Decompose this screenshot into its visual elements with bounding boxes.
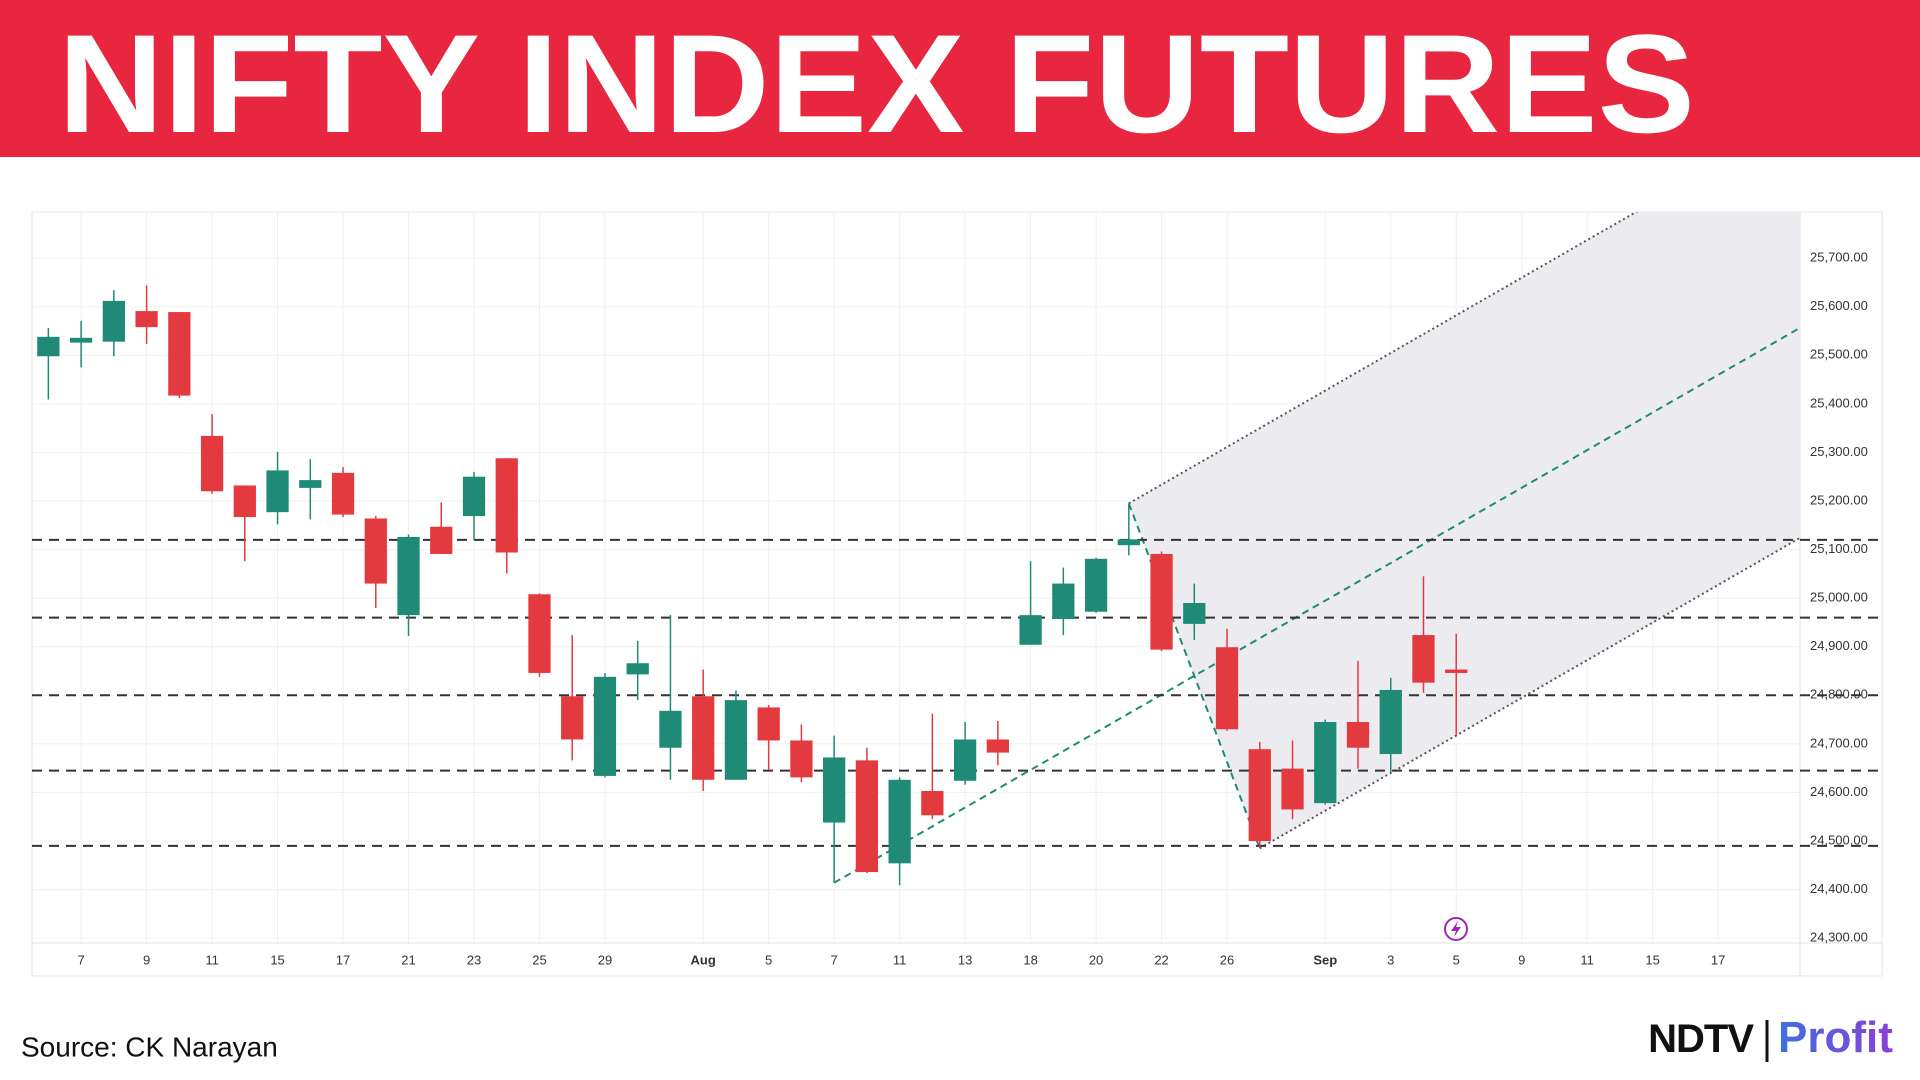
candle-body	[528, 594, 551, 673]
candle-body	[953, 739, 977, 781]
x-tick-label: 20	[1089, 952, 1103, 967]
logo-brand: NDTV	[1648, 1017, 1754, 1061]
header-title: NIFTY INDEX FUTURES	[58, 5, 1695, 162]
candle-body	[757, 707, 780, 741]
candle-body	[1150, 553, 1173, 650]
x-tick-label: 17	[1711, 952, 1725, 967]
candle-body	[37, 336, 60, 357]
candle-body	[561, 696, 584, 740]
source-note: Source: CK Narayan	[21, 1031, 278, 1062]
x-tick-label: 15	[1645, 952, 1659, 967]
y-tick-label: 25,300.00	[1810, 444, 1868, 459]
candle-body	[790, 740, 813, 778]
candle-body	[462, 476, 486, 517]
candle-body	[724, 700, 748, 780]
y-tick-label: 24,600.00	[1810, 784, 1868, 799]
candle-body	[1052, 583, 1075, 620]
candle-body	[1248, 749, 1271, 841]
x-tick-label: 23	[467, 952, 481, 967]
candle-body	[397, 536, 420, 616]
x-tick-label: 18	[1023, 952, 1037, 967]
y-tick-label: 24,300.00	[1810, 930, 1868, 945]
candle-body	[266, 470, 289, 513]
x-tick-label: 21	[401, 952, 415, 967]
candle-body	[692, 696, 715, 780]
y-tick-label: 24,500.00	[1810, 832, 1868, 847]
y-tick-label: 25,200.00	[1810, 492, 1868, 507]
candle-body	[1412, 635, 1435, 683]
x-tick-label: 13	[958, 952, 972, 967]
x-tick-label: 7	[77, 952, 84, 967]
candle-body	[888, 779, 911, 864]
y-tick-label: 24,800.00	[1810, 687, 1868, 702]
x-tick-label: 11	[205, 952, 219, 967]
candle-body	[986, 739, 1009, 753]
x-tick-label: 9	[1518, 952, 1525, 967]
candle-body	[855, 760, 879, 873]
x-tick-label: Aug	[691, 952, 716, 967]
candle-body	[364, 518, 387, 584]
y-tick-label: 25,000.00	[1810, 590, 1868, 605]
x-tick-label: Sep	[1313, 952, 1337, 967]
candle-body	[823, 757, 846, 823]
x-tick-label: 3	[1387, 952, 1394, 967]
candle-body	[430, 526, 453, 554]
candle-body	[626, 663, 649, 675]
candle-body	[299, 480, 322, 488]
candle-body	[659, 710, 682, 748]
header-bar	[0, 0, 1920, 157]
candle-body	[593, 676, 617, 776]
y-tick-label: 24,900.00	[1810, 638, 1868, 653]
candle-body	[1445, 669, 1468, 673]
x-tick-label: 29	[598, 952, 612, 967]
y-tick-label: 25,400.00	[1810, 395, 1868, 410]
x-tick-label: 5	[1453, 952, 1460, 967]
y-tick-label: 24,700.00	[1810, 735, 1868, 750]
x-tick-label: 11	[1580, 952, 1594, 967]
candle-body	[1215, 647, 1239, 730]
candle-body	[200, 435, 224, 492]
candle-body	[1314, 722, 1337, 804]
candle-body	[1379, 689, 1402, 755]
candle-body	[1346, 722, 1370, 748]
candles	[37, 285, 1468, 886]
y-tick-label: 25,100.00	[1810, 541, 1868, 556]
x-tick-label: 7	[831, 952, 838, 967]
candle-body	[1281, 768, 1304, 810]
x-tick-label: 15	[270, 952, 284, 967]
channel-fill	[1128, 212, 1800, 849]
y-tick-label: 25,600.00	[1810, 298, 1868, 313]
axis-labels: 24,300.00 24,400.00 24,500.00 24,600.00 24,7…	[77, 250, 1867, 968]
logo-product: Profit	[1778, 1013, 1893, 1062]
candle-body	[69, 337, 93, 343]
x-tick-label: 17	[336, 952, 350, 967]
candle-body	[102, 300, 125, 342]
candle-body	[1183, 603, 1206, 624]
y-tick-label: 25,700.00	[1810, 250, 1868, 265]
candle-body	[495, 458, 518, 553]
candle-body	[1117, 539, 1140, 546]
candle-body	[233, 485, 256, 518]
x-tick-label: 25	[532, 952, 546, 967]
candle-body	[135, 311, 158, 328]
candle-body	[331, 472, 355, 515]
x-tick-label: 26	[1220, 952, 1234, 967]
y-tick-label: 24,400.00	[1810, 881, 1868, 896]
lightning-icon	[1444, 917, 1468, 941]
channel-lower	[1259, 536, 1800, 850]
y-tick-label: 25,500.00	[1810, 347, 1868, 362]
candle-body	[1084, 558, 1108, 612]
candle-body	[168, 312, 191, 396]
x-tick-label: 22	[1154, 952, 1168, 967]
x-tick-label: 5	[765, 952, 772, 967]
x-tick-label: 11	[893, 952, 907, 967]
candle-body	[1019, 615, 1042, 645]
candle-body	[921, 790, 944, 816]
median-line	[833, 326, 1800, 884]
x-tick-label: 9	[143, 952, 150, 967]
